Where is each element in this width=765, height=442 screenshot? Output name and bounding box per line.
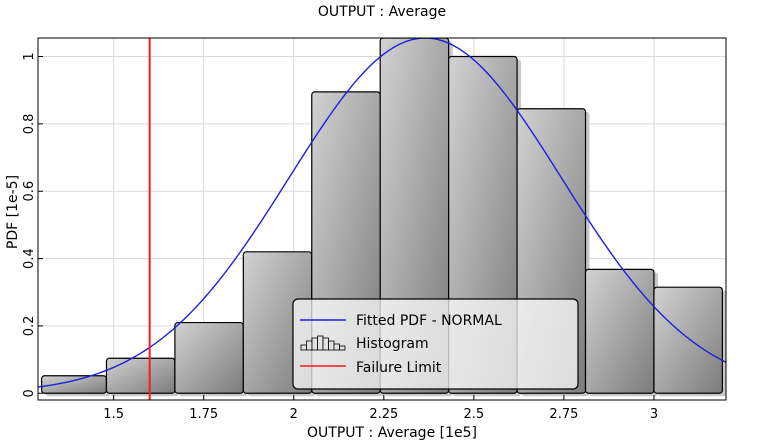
legend-histogram-swatch-bar xyxy=(317,335,324,351)
x-tick-label: 2.25 xyxy=(369,407,398,422)
x-tick-label: 3 xyxy=(650,407,658,422)
y-tick-label: 1 xyxy=(22,52,37,60)
fitted-pdf-curve xyxy=(38,38,726,388)
legend-histogram-swatch-bar xyxy=(328,340,335,351)
legend: Fitted PDF - NORMAL Histogram Failure Li… xyxy=(292,298,579,390)
legend-histogram-swatch-bar xyxy=(333,343,340,351)
legend-histogram-swatch xyxy=(300,335,346,351)
y-axis-ticks: 0 0.2 0.4 0.6 0.8 1 xyxy=(22,52,43,397)
histogram-bar xyxy=(105,357,176,394)
y-tick-label: 0 xyxy=(22,389,37,397)
chart-title: OUTPUT : Average xyxy=(318,4,446,20)
histogram-bar xyxy=(584,268,655,394)
legend-histogram-swatch-bar xyxy=(339,345,346,351)
y-axis-label: PDF [1e-5] xyxy=(5,175,21,249)
legend-failure-limit-label: Failure Limit xyxy=(356,360,442,376)
legend-histogram-swatch-bar xyxy=(322,337,329,351)
legend-histogram-swatch-bar xyxy=(306,340,313,351)
legend-histogram-label: Histogram xyxy=(356,336,429,352)
x-tick-label: 2.5 xyxy=(464,407,485,422)
legend-box xyxy=(292,298,579,390)
x-tick-label: 2.75 xyxy=(549,407,578,422)
legend-histogram-swatch-bar xyxy=(300,344,307,351)
x-axis-ticks: 1.5 1.75 2 2.25 2.5 2.75 3 xyxy=(103,395,658,422)
x-tick-label: 2 xyxy=(290,407,298,422)
histogram-bar xyxy=(174,321,244,394)
y-tick-label: 0.4 xyxy=(22,248,37,269)
x-axis-label: OUTPUT : Average [1e5] xyxy=(307,425,477,441)
histogram-bar xyxy=(653,286,723,394)
legend-histogram-swatch-bar xyxy=(311,337,318,351)
x-tick-label: 1.5 xyxy=(103,407,124,422)
y-tick-label: 0.6 xyxy=(22,181,37,202)
legend-fitted-pdf-label: Fitted PDF - NORMAL xyxy=(356,313,502,329)
y-tick-label: 0.2 xyxy=(22,316,37,337)
y-tick-label: 0.8 xyxy=(22,114,37,135)
plot-frame xyxy=(37,37,727,401)
fitted-curves xyxy=(38,38,726,400)
x-tick-label: 1.75 xyxy=(189,407,218,422)
